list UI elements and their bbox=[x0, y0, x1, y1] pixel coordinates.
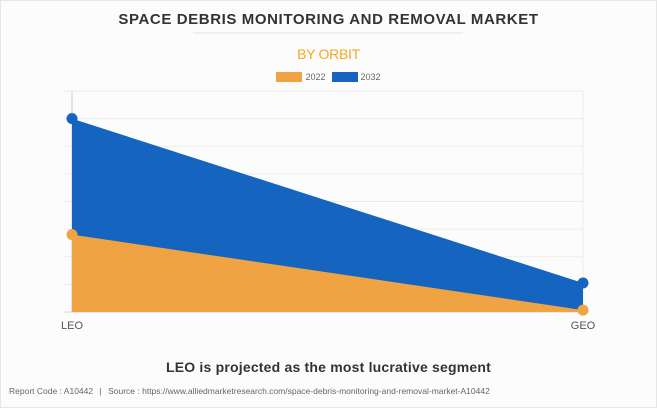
legend-label-2022: 2022 bbox=[305, 72, 326, 82]
series-points bbox=[66, 113, 589, 316]
legend-swatch-2022 bbox=[276, 72, 303, 82]
report-code: Report Code : A10442 bbox=[9, 386, 94, 396]
series-areas bbox=[72, 118, 583, 312]
x-tick-label-GEO: GEO bbox=[571, 320, 596, 332]
headline-text: LEO is projected as the most lucrative s… bbox=[165, 359, 492, 375]
source-link[interactable]: Source : https://www.alliedmarketresearc… bbox=[108, 386, 490, 396]
legend-item-2022[interactable]: 2022 bbox=[276, 72, 326, 82]
footer: Report Code : A10442 | Source : https://… bbox=[9, 386, 490, 396]
data-point-2022-LEO bbox=[66, 229, 78, 241]
data-point-2032-GEO bbox=[577, 277, 589, 289]
chart-title: SPACE DEBRIS MONITORING AND REMOVAL MARK… bbox=[118, 11, 539, 28]
footer-separator: | bbox=[99, 386, 102, 396]
data-point-2022-GEO bbox=[577, 304, 589, 316]
legend-item-2032[interactable]: 2032 bbox=[331, 72, 381, 82]
legend: 2022 2032 bbox=[0, 72, 657, 82]
x-axis-labels: LEO GEO bbox=[61, 320, 596, 332]
title-divider bbox=[193, 32, 463, 34]
chart-subtitle: BY ORBIT bbox=[297, 46, 360, 62]
area-series-2022 bbox=[72, 234, 583, 312]
data-point-2032-LEO bbox=[66, 113, 78, 125]
legend-swatch-2032 bbox=[331, 72, 358, 82]
legend-label-2032: 2032 bbox=[360, 72, 381, 82]
x-tick-label-LEO: LEO bbox=[61, 320, 83, 332]
